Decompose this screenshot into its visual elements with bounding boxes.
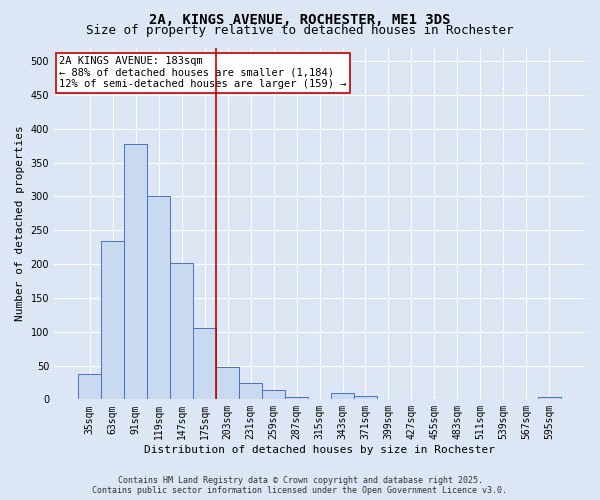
Text: Contains HM Land Registry data © Crown copyright and database right 2025.
Contai: Contains HM Land Registry data © Crown c… bbox=[92, 476, 508, 495]
Text: Size of property relative to detached houses in Rochester: Size of property relative to detached ho… bbox=[86, 24, 514, 37]
Bar bbox=[216, 367, 239, 400]
Bar bbox=[170, 264, 193, 400]
Text: 2A, KINGS AVENUE, ROCHESTER, ME1 3DS: 2A, KINGS AVENUE, ROCHESTER, ME1 3DS bbox=[149, 12, 451, 26]
Bar bbox=[101, 241, 124, 400]
Bar bbox=[239, 383, 262, 400]
Bar bbox=[538, 396, 561, 400]
Bar bbox=[124, 144, 147, 400]
Text: 2A KINGS AVENUE: 183sqm
← 88% of detached houses are smaller (1,184)
12% of semi: 2A KINGS AVENUE: 183sqm ← 88% of detache… bbox=[59, 56, 347, 90]
Bar bbox=[285, 396, 308, 400]
Bar bbox=[78, 374, 101, 400]
Bar bbox=[308, 398, 331, 400]
Bar bbox=[423, 398, 446, 400]
Bar bbox=[331, 392, 354, 400]
Bar bbox=[193, 328, 216, 400]
Bar bbox=[377, 398, 400, 400]
Bar bbox=[262, 390, 285, 400]
Bar bbox=[147, 196, 170, 400]
Y-axis label: Number of detached properties: Number of detached properties bbox=[15, 126, 25, 322]
X-axis label: Distribution of detached houses by size in Rochester: Distribution of detached houses by size … bbox=[144, 445, 495, 455]
Bar bbox=[354, 396, 377, 400]
